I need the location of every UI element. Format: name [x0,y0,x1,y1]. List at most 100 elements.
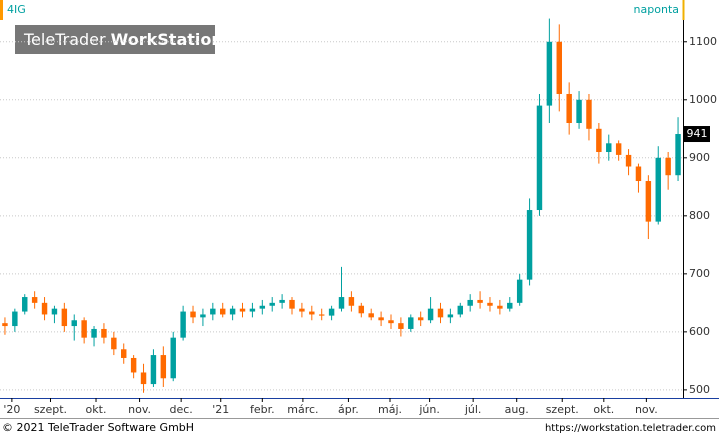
candle-body [51,308,58,315]
candle-body [457,305,464,315]
candle-body [190,311,196,318]
candle-body [41,302,48,315]
candle-body [2,323,8,327]
symbol-marker [0,0,3,20]
x-tick-label: szept. [34,403,67,416]
candle-body [150,355,157,385]
candle-body [170,337,176,379]
candle-body [526,210,533,280]
watermark-product: WorkStation [111,30,223,49]
candle-body [596,128,602,153]
candle-body [408,317,414,329]
chart-title: 4IG [7,3,26,16]
candle-body [576,99,582,123]
candle-body [675,134,681,176]
x-tick-label: júl. [464,403,482,416]
candle-body [417,317,424,321]
y-tick-label: 900 [689,151,710,164]
last-price-label: 941 [687,127,708,140]
x-tick-label: máj. [378,403,402,416]
candle-body [606,143,612,153]
x-tick-label: dec. [169,403,192,416]
candle-body [61,308,68,327]
copyright: © 2021 TeleTrader Software GmbH [2,421,194,434]
source-url: https://workstation.teletrader.com [545,423,716,434]
watermark-brand: TeleTrader [23,30,106,49]
candle-body [101,328,107,338]
candle-body [665,157,671,176]
x-tick-label: okt. [86,403,107,416]
y-tick-label: 700 [689,267,710,280]
chart-subtitle: naponta [634,3,679,16]
y-tick-label: 800 [689,209,710,222]
x-tick-label: okt. [593,403,614,416]
candle-body [536,105,543,211]
candle-body [12,311,18,327]
y-tick-label: 600 [689,325,710,338]
x-tick-label: febr. [250,403,275,416]
candle-body [239,308,246,312]
y-tick-label: 1100 [689,35,717,48]
x-tick-label: jún. [418,403,440,416]
x-tick-label: ápr. [338,403,359,416]
x-tick-label: szept. [546,403,579,416]
candle-body [497,305,503,309]
candle-body [121,349,127,358]
x-tick-label: nov. [128,403,151,416]
candle-body [635,166,642,182]
x-tick-label: nov. [635,403,658,416]
candle-body [447,314,454,318]
candle-body [229,308,236,315]
candle-body [378,317,384,321]
candle-body [309,311,315,315]
candle-body [507,302,513,309]
watermark: TeleTrader WorkStation [23,30,223,49]
candle-body [180,311,186,338]
candle-body [348,297,355,306]
candle-body [269,302,275,306]
candle-body [566,93,572,123]
candle-body [279,299,285,303]
candle-body [645,181,652,222]
candle-body [249,308,256,312]
x-tick-label: '21 [212,403,229,416]
candle-body [219,308,226,315]
x-tick-label: márc. [287,403,318,416]
candle-body [516,279,523,303]
watermark-box [15,25,215,54]
y-tick-label: 1000 [689,93,717,106]
candle-body [160,355,167,379]
candle-body [299,308,305,312]
candle-body [259,305,266,309]
candle-body [556,41,562,94]
candle-body [200,314,206,318]
candle-body [81,320,87,338]
candle-body [31,297,38,303]
candle-body [437,308,444,318]
x-tick-label: '20 [3,403,20,416]
candle-body [111,337,117,350]
candle-body [655,157,661,222]
candle-body [487,302,493,306]
x-tick-label: aug. [505,403,529,416]
last-price-box [684,126,710,143]
y-tick-label: 500 [689,383,710,396]
candle-body [615,143,622,155]
candle-body [368,313,374,318]
candle-body [427,308,434,321]
candle-body [91,328,97,338]
candle-body [467,299,473,306]
candle-body [130,357,137,373]
candle-body [289,299,295,309]
candle-body [140,372,147,385]
candle-body [477,299,483,303]
candle-body [71,320,77,327]
candle-body [388,320,394,324]
candle-body [22,297,28,312]
candle-body [318,314,325,316]
candle-body [546,41,553,106]
candle-body [338,297,345,309]
candle-body [398,323,404,329]
